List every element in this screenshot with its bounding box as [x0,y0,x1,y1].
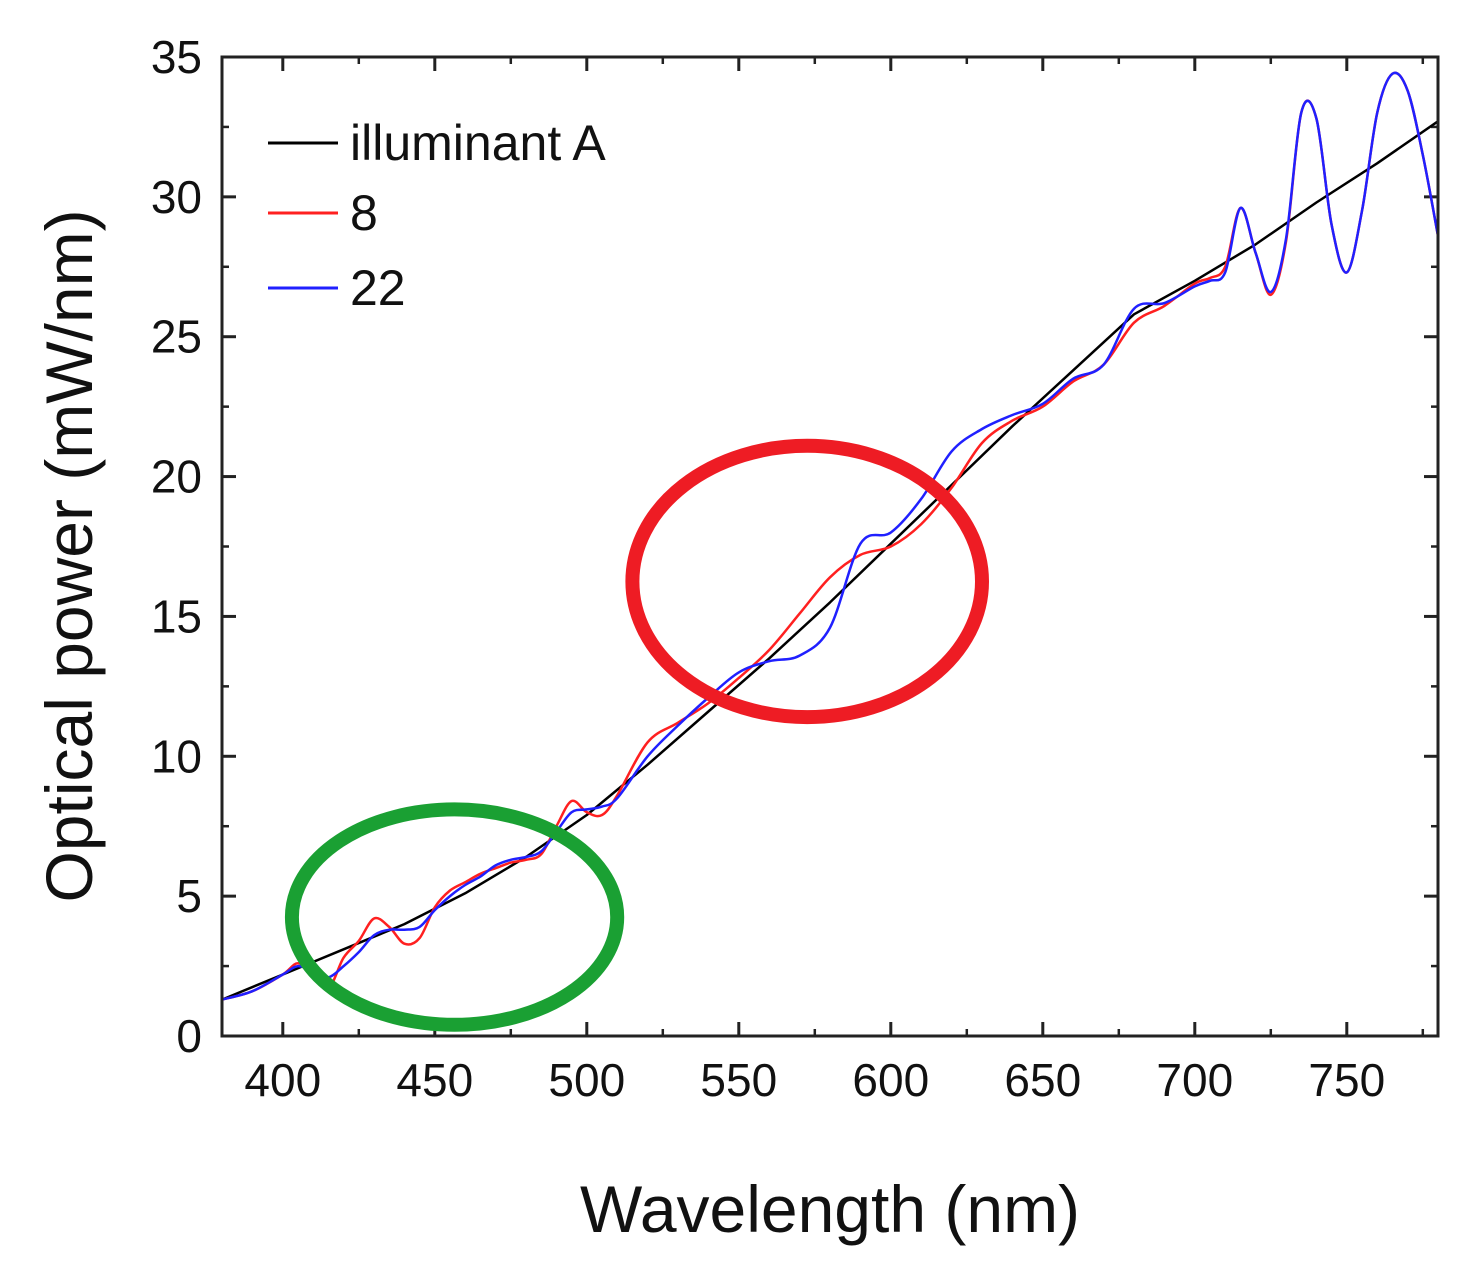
y-tick-label-35: 35 [151,31,202,83]
legend: illuminant A 8 22 [268,115,606,316]
x-tick-label-500: 500 [548,1054,625,1106]
x-tick-label-450: 450 [396,1054,473,1106]
x-tick-label-550: 550 [700,1054,777,1106]
x-axis-title: Wavelength (nm) [580,1172,1080,1246]
y-tick-label-5: 5 [176,870,202,922]
series-22-line [221,71,1440,1001]
y-tick-label-25: 25 [151,311,202,363]
tick-labels: 400 450 500 550 600 650 700 750 0 5 10 15 20 25 30 35 [151,31,1385,1106]
x-tick-label-750: 750 [1308,1054,1385,1106]
y-axis-title: Optical power (mW/nm) [32,209,106,902]
series-illuminant-a-line [221,120,1439,1001]
legend-label-illuminant: illuminant A [350,115,606,171]
series-layer [221,71,1440,1001]
y-tick-label-15: 15 [151,590,202,642]
x-tick-label-700: 700 [1156,1054,1233,1106]
tick-marks [222,55,1438,1038]
x-tick-label-600: 600 [852,1054,929,1106]
legend-label-8: 8 [350,185,378,241]
red-highlight-ellipse [625,438,990,725]
y-tick-label-10: 10 [151,730,202,782]
y-tick-label-20: 20 [151,451,202,503]
series-8-line [221,71,1440,1001]
legend-label-22: 22 [350,260,406,316]
x-tick-label-650: 650 [1004,1054,1081,1106]
x-tick-label-400: 400 [244,1054,321,1106]
plot-frame [220,55,1440,1038]
annotation-layer [284,438,990,1032]
green-highlight-ellipse [284,802,625,1032]
y-tick-label-0: 0 [176,1010,202,1062]
y-tick-label-30: 30 [151,171,202,223]
